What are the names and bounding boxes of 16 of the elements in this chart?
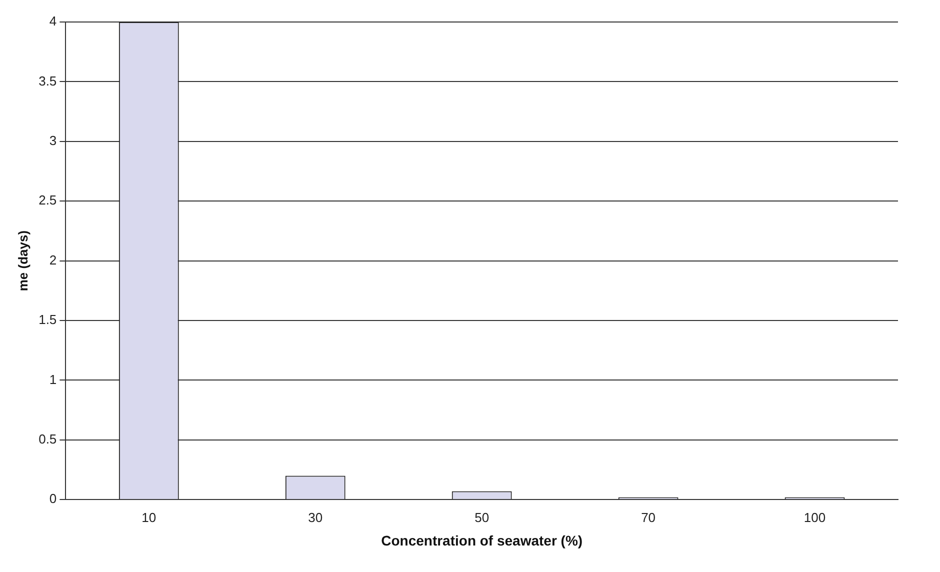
y-tick-label: 0 xyxy=(49,491,57,506)
x-tick-label: 70 xyxy=(641,510,656,525)
x-tick-label: 50 xyxy=(474,510,490,525)
x-axis-title: Concentration of seawater (%) xyxy=(381,532,583,548)
y-tick-label: 1 xyxy=(49,372,57,387)
y-axis-title: me (days) xyxy=(15,230,30,292)
y-tick-label: 0.5 xyxy=(38,431,57,446)
y-tick-label: 1.5 xyxy=(38,312,57,328)
y-tick-label: 3.5 xyxy=(38,73,57,88)
x-tick-label: 30 xyxy=(308,510,323,525)
y-tick-label: 2 xyxy=(49,252,57,268)
x-tick-label: 10 xyxy=(142,510,156,525)
y-tick-label: 4 xyxy=(49,14,57,29)
y-tick-label: 3 xyxy=(49,132,57,148)
x-tick-label: 100 xyxy=(804,510,826,525)
y-tick-label: 2.5 xyxy=(38,192,57,208)
